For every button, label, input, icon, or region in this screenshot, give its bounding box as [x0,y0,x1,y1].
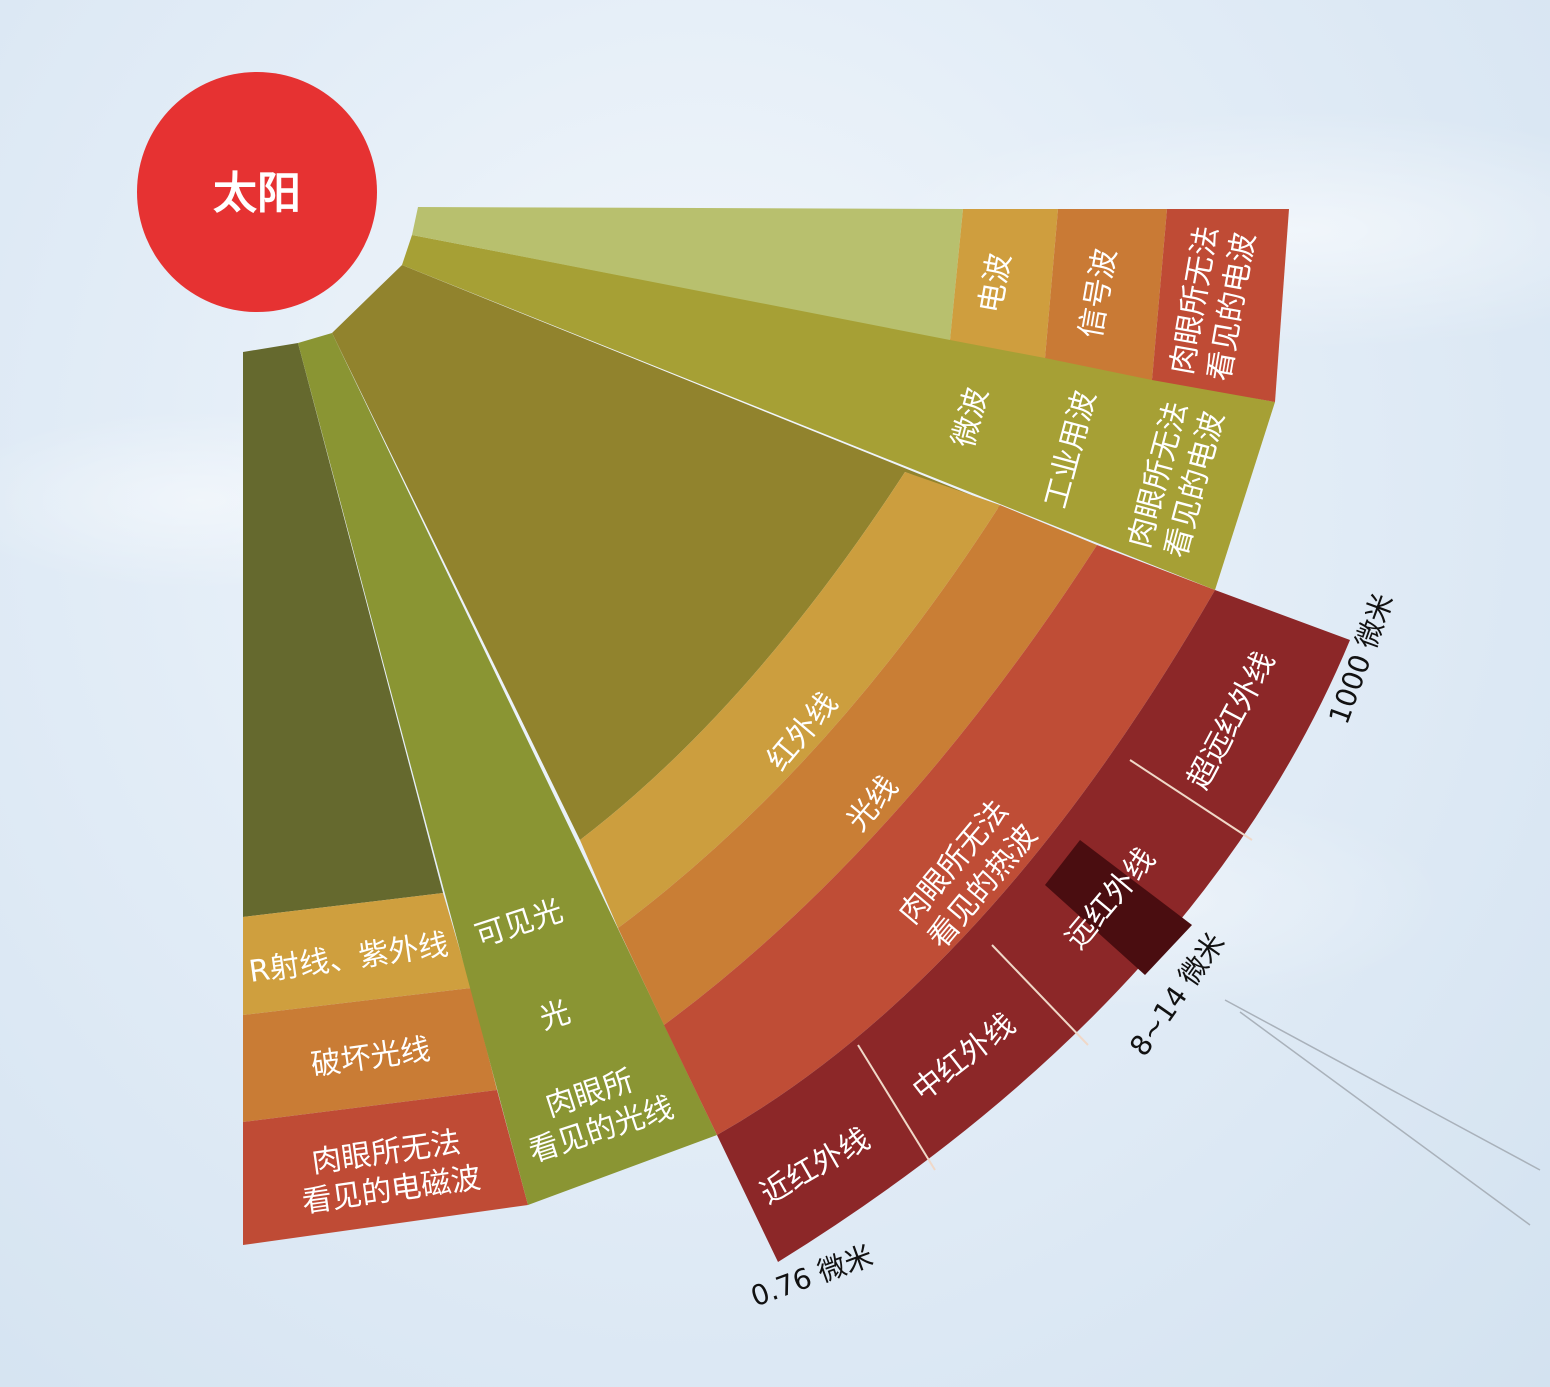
microwave-band [402,235,1275,590]
uv-main-band [243,343,443,917]
infrared-rays-band [618,505,1097,1025]
wavelength-0-76-um: 0.76 微米 [746,1239,877,1314]
radio-main-band [412,207,963,340]
radio-wave-cell [950,209,1058,358]
sun-circle [137,72,377,312]
infrared-subbands [717,590,1350,1262]
visible-band [298,333,717,1205]
microwave-band-group: 微波 工业用波 肉眼所无法 看见的电波 [402,235,1275,590]
subband-dividers [857,759,1253,1171]
infrared-heat-band [664,545,1215,1135]
sun-label: 太阳 [213,168,301,219]
uv-rays-band [243,893,471,1015]
uv-destroy-band [243,988,497,1122]
infrared-band [580,472,1000,928]
invisible-radio-cell [1152,209,1289,402]
infrared-main-band [332,265,1095,840]
callout-lines [1224,999,1541,1226]
signal-wave-cell [1045,209,1167,380]
far-infrared-8-14-highlight [1045,840,1192,975]
uv-invisible-band [243,1090,528,1245]
uv-column: R射线、紫外线 破坏光线 肉眼所无法 看见的电磁波 [243,343,528,1245]
visible-column: 可见光 光 肉眼所 看见的光线 [298,333,717,1205]
radio-band-group: 电波 信号波 肉眼所无法 看见的电波 [412,207,1289,402]
sun: 太阳 [137,72,377,312]
